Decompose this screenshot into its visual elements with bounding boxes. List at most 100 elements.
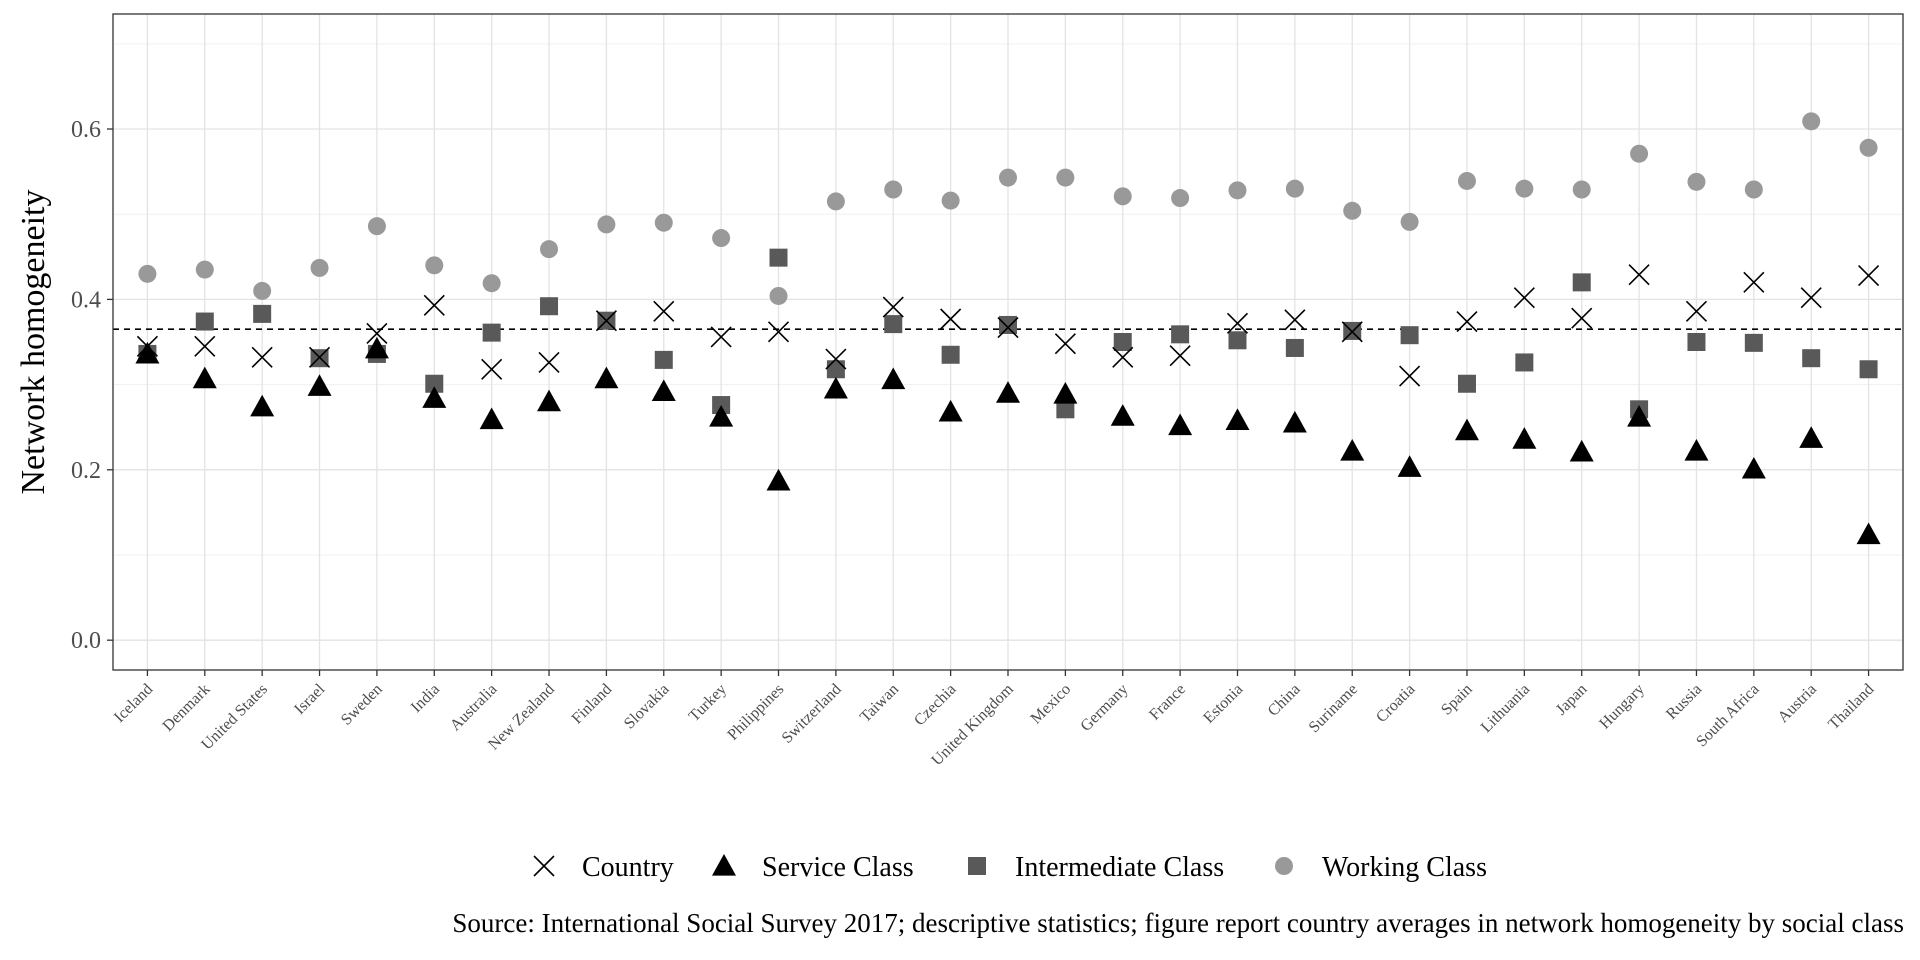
intermediate-class-point bbox=[1171, 325, 1190, 344]
working-class-point bbox=[1343, 201, 1362, 220]
x-tick-label: Hungary bbox=[1596, 681, 1648, 733]
country-point bbox=[481, 358, 503, 380]
x-tick-label: Turkey bbox=[686, 681, 730, 725]
legend-key bbox=[1275, 857, 1293, 875]
country-point bbox=[1513, 287, 1535, 309]
x-tick-label: India bbox=[408, 681, 443, 716]
working-class-point bbox=[1687, 172, 1706, 191]
country-point bbox=[1399, 365, 1421, 387]
working-class-point bbox=[540, 240, 559, 259]
country-point bbox=[1284, 309, 1306, 331]
working-class-point bbox=[138, 264, 157, 283]
intermediate-class-point bbox=[999, 315, 1017, 334]
intermediate-class-point bbox=[1572, 273, 1591, 292]
intermediate-class-point bbox=[1400, 326, 1419, 345]
service-class-point bbox=[1053, 381, 1078, 404]
intermediate-class-point bbox=[1113, 333, 1132, 351]
country-point bbox=[653, 300, 675, 322]
service-class-point bbox=[594, 366, 619, 389]
country-point bbox=[767, 321, 790, 343]
working-class-point bbox=[482, 274, 501, 293]
x-tick-label: Thailand bbox=[1825, 681, 1877, 733]
service-class-point bbox=[422, 386, 447, 408]
intermediate-class-point bbox=[482, 323, 501, 342]
legend-label: Service Class bbox=[762, 852, 914, 883]
service-class-point bbox=[135, 341, 160, 364]
country-point bbox=[1226, 312, 1249, 334]
working-class-point bbox=[1056, 168, 1075, 187]
intermediate-class-point bbox=[1859, 360, 1878, 379]
legend-label: Country bbox=[582, 852, 674, 883]
x-tick-label: Austria bbox=[1775, 681, 1820, 726]
x-tick-label: Australia bbox=[447, 681, 500, 734]
intermediate-class-point bbox=[654, 350, 673, 369]
country-point bbox=[1169, 345, 1191, 367]
service-class-point bbox=[1340, 439, 1365, 461]
x-tick-label: Finland bbox=[569, 681, 616, 728]
x-tick-label: Lithuania bbox=[1478, 681, 1533, 736]
service-class-point bbox=[1512, 427, 1537, 449]
service-class-point bbox=[479, 407, 504, 430]
country-point bbox=[1571, 307, 1593, 329]
x-tick-label: China bbox=[1265, 681, 1304, 720]
service-class-point bbox=[1397, 455, 1422, 477]
country-point bbox=[1685, 300, 1708, 322]
y-tick-label: 0.4 bbox=[71, 287, 101, 313]
legend-key bbox=[533, 855, 555, 877]
country-point bbox=[997, 316, 1019, 339]
intermediate-class-point bbox=[253, 304, 272, 323]
x-tick-label: Spain bbox=[1438, 681, 1476, 719]
x-tick-label: Czechia bbox=[911, 681, 959, 729]
working-class-point bbox=[826, 192, 845, 211]
service-class-point bbox=[938, 399, 963, 422]
working-class-point bbox=[654, 213, 673, 232]
intermediate-class-point bbox=[425, 374, 444, 393]
country-point bbox=[1800, 287, 1822, 309]
working-class-point bbox=[1630, 144, 1649, 163]
country-point bbox=[136, 335, 158, 357]
x-tick-label: Switzerland bbox=[779, 681, 845, 747]
service-class-point bbox=[1684, 439, 1709, 461]
x-tick-label: France bbox=[1146, 681, 1189, 724]
x-tick-label: Japan bbox=[1553, 681, 1591, 719]
x-tick-label: Suriname bbox=[1306, 681, 1361, 736]
intermediate-class-point bbox=[826, 360, 845, 379]
service-class-point bbox=[651, 379, 676, 402]
country-point bbox=[710, 326, 732, 348]
country-point bbox=[366, 322, 388, 345]
intermediate-class-point bbox=[1744, 333, 1763, 352]
working-class-point bbox=[941, 191, 960, 210]
country-point bbox=[251, 346, 273, 368]
x-tick-label: Israel bbox=[291, 680, 329, 718]
x-tick-label: Estonia bbox=[1200, 681, 1246, 727]
working-class-point bbox=[597, 215, 616, 234]
working-class-point bbox=[1113, 187, 1132, 206]
service-class-point bbox=[1627, 404, 1652, 427]
intermediate-class-point bbox=[540, 297, 559, 316]
intermediate-class-point bbox=[1056, 400, 1075, 419]
working-class-point bbox=[1802, 112, 1821, 131]
service-class-point bbox=[192, 366, 217, 389]
working-class-point bbox=[999, 168, 1017, 187]
x-tick-label: Slovakia bbox=[621, 681, 673, 733]
working-class-point bbox=[253, 281, 272, 300]
intermediate-class-point bbox=[1228, 331, 1247, 350]
service-class-point bbox=[823, 376, 848, 399]
service-class-point bbox=[1110, 404, 1135, 426]
country-point bbox=[1628, 264, 1650, 286]
working-class-point bbox=[310, 258, 329, 277]
working-class-point bbox=[1515, 179, 1534, 198]
intermediate-class-point bbox=[769, 248, 788, 267]
working-class-point bbox=[1457, 171, 1476, 190]
legend-label: Intermediate Class bbox=[1015, 852, 1224, 883]
working-class-point bbox=[1744, 180, 1763, 199]
intermediate-class-point bbox=[1802, 349, 1821, 368]
working-class-point bbox=[1859, 138, 1878, 157]
x-tick-label: Mexico bbox=[1028, 681, 1075, 728]
source-caption: Source: International Social Survey 2017… bbox=[452, 908, 1904, 938]
intermediate-class-point bbox=[884, 315, 903, 334]
service-class-point bbox=[766, 468, 791, 491]
working-class-point bbox=[769, 286, 788, 305]
y-axis-title: Network homogeneity bbox=[15, 190, 52, 495]
